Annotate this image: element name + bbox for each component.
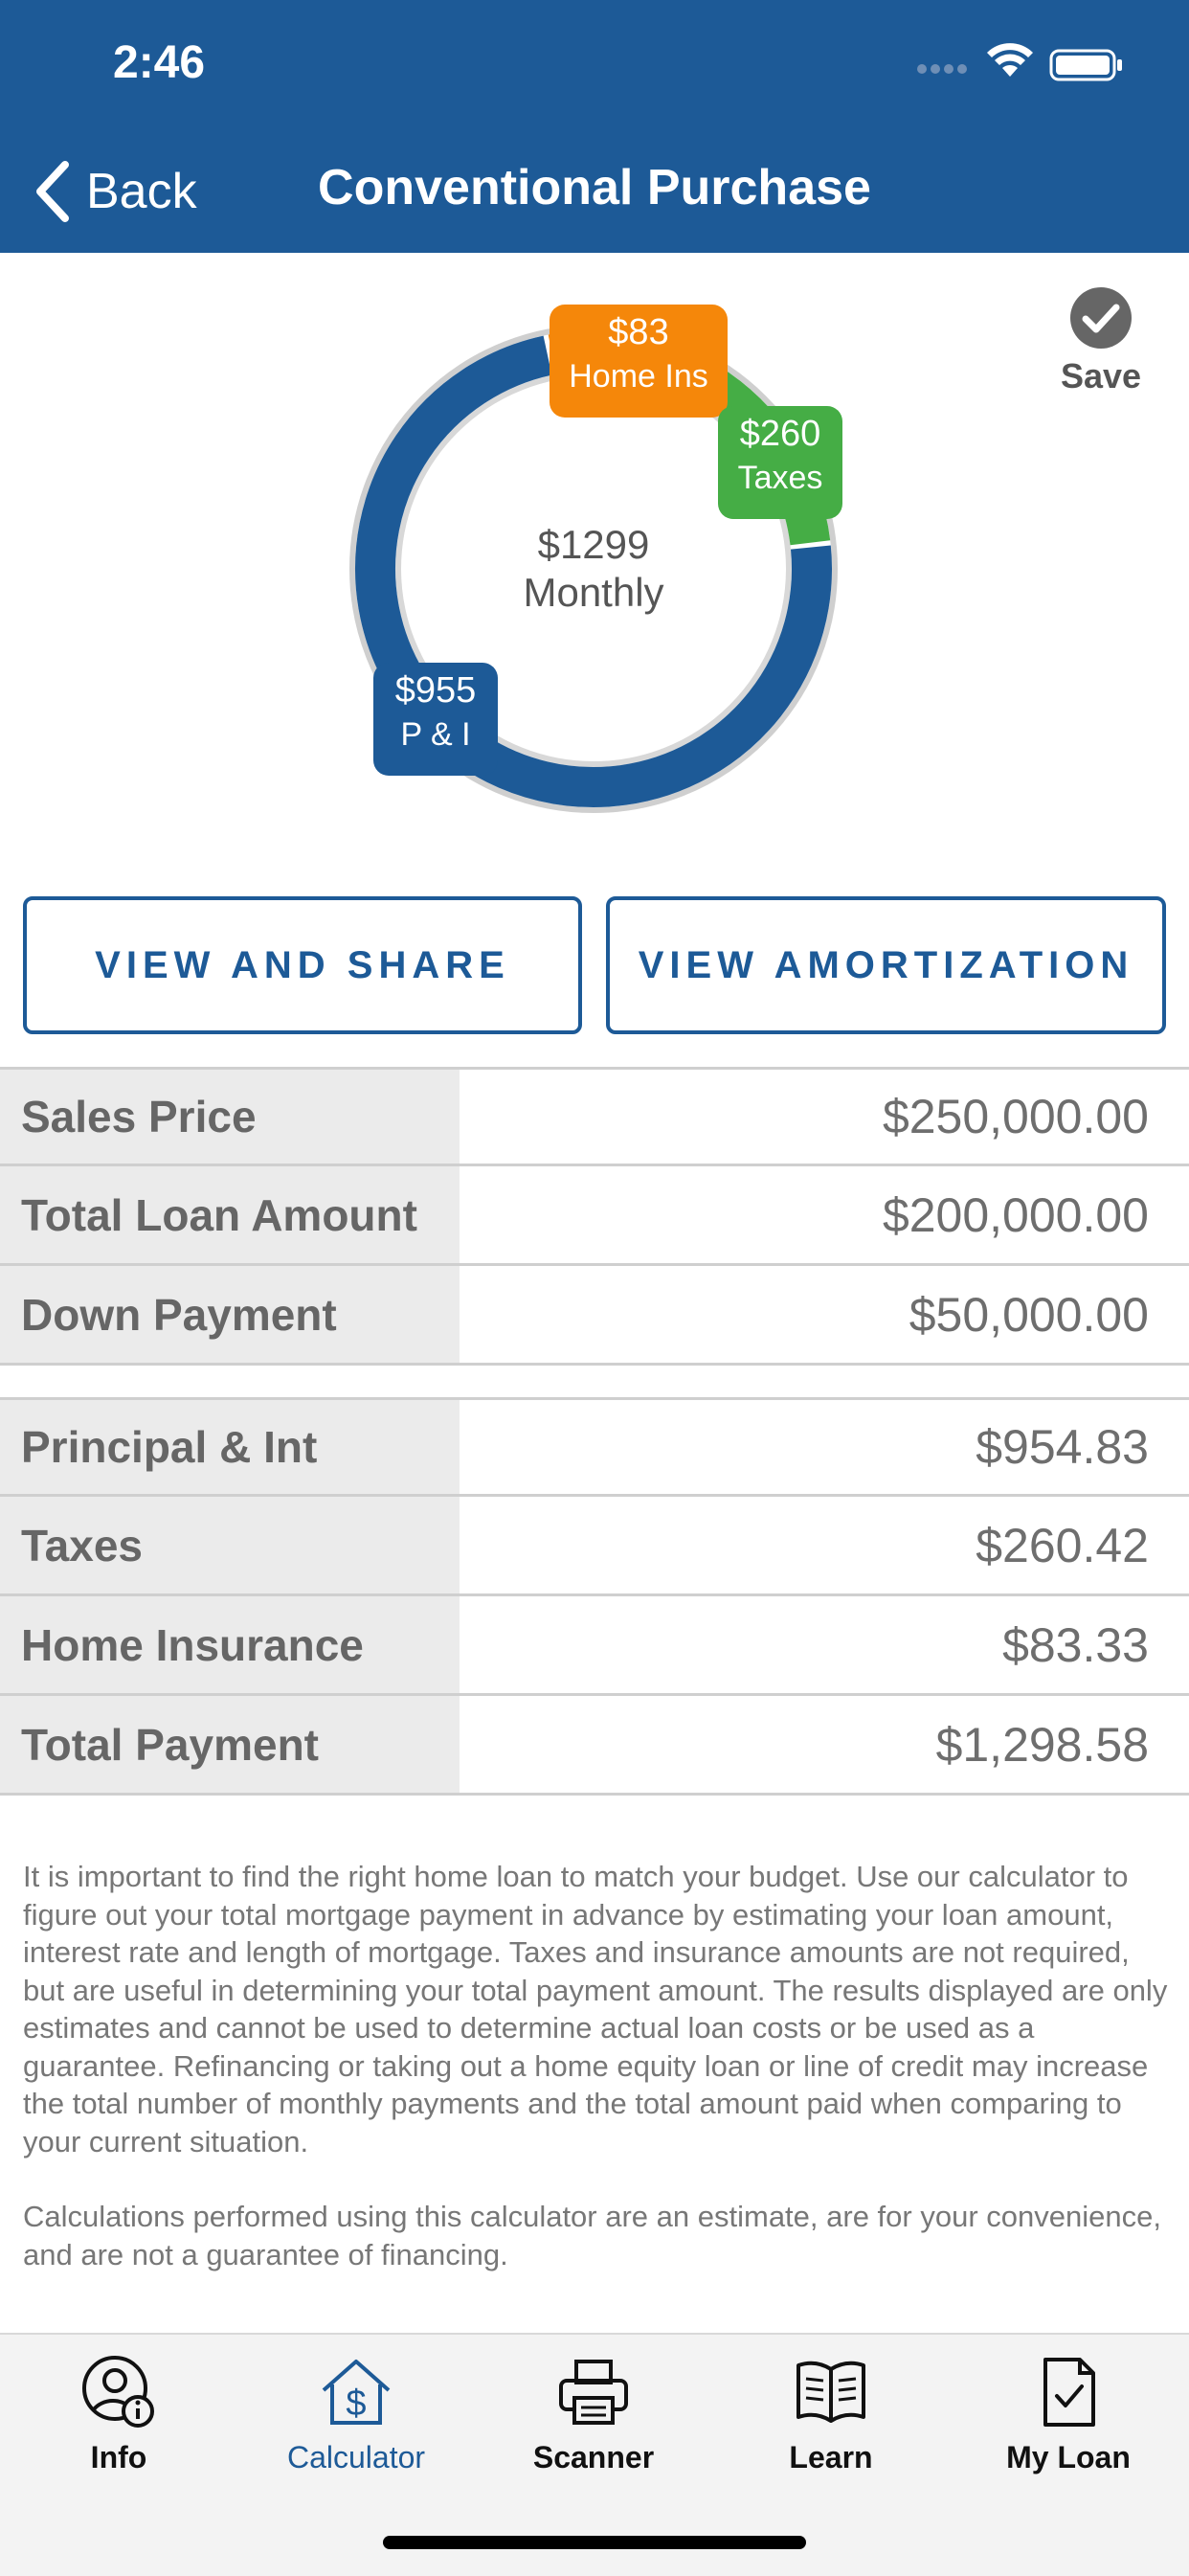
status-icons xyxy=(917,43,1122,81)
table-row: Taxes $260.42 xyxy=(0,1497,1189,1596)
battery-icon xyxy=(1049,49,1122,81)
status-time: 2:46 xyxy=(113,37,206,88)
view-amortization-button[interactable]: VIEW AMORTIZATION xyxy=(606,896,1166,1034)
row-value[interactable]: $250,000.00 xyxy=(882,1090,1149,1143)
tab-my-loan[interactable]: My Loan xyxy=(950,2354,1187,2475)
save-label: Save xyxy=(1060,356,1142,395)
principal-interest-caption: P & I xyxy=(400,716,471,753)
table-row: Total Payment $1,298.58 xyxy=(0,1696,1189,1796)
home-indicator xyxy=(383,2536,806,2549)
row-value: $954.83 xyxy=(976,1420,1149,1474)
house-dollar-icon: $ xyxy=(322,2360,391,2425)
row-label: Total Loan Amount xyxy=(0,1166,460,1263)
disclaimer-paragraph: Calculations performed using this calcul… xyxy=(23,2200,1161,2271)
home-insurance-caption: Home Ins xyxy=(569,358,708,395)
checkmark-circle-icon xyxy=(1070,287,1132,349)
chevron-left-icon xyxy=(36,161,69,222)
back-button[interactable]: Back xyxy=(34,153,226,230)
taxes-amount: $260 xyxy=(739,414,821,454)
taxes-label: $260 Taxes xyxy=(718,406,842,519)
table-row: Total Loan Amount $200,000.00 xyxy=(0,1166,1189,1266)
row-value: $1,298.58 xyxy=(935,1717,1149,1772)
printer-icon xyxy=(559,2360,628,2425)
monthly-total: $1299 Monthly xyxy=(450,521,737,617)
tab-label: Scanner xyxy=(532,2440,655,2474)
row-label: Down Payment xyxy=(0,1266,460,1363)
monthly-total-amount: $1299 xyxy=(537,522,650,567)
monthly-total-caption: Monthly xyxy=(523,570,664,615)
save-button[interactable]: Save xyxy=(1051,285,1151,395)
row-label: Home Insurance xyxy=(0,1596,460,1693)
row-value[interactable]: $200,000.00 xyxy=(882,1187,1149,1242)
tab-scanner[interactable]: Scanner xyxy=(475,2354,712,2475)
principal-interest-label: $955 P & I xyxy=(373,663,498,776)
tab-label: My Loan xyxy=(1006,2440,1131,2474)
tab-calculator[interactable]: $ Calculator xyxy=(237,2354,475,2475)
row-value[interactable]: $260.42 xyxy=(976,1518,1149,1572)
tab-learn[interactable]: Learn xyxy=(712,2354,950,2475)
row-label: Sales Price xyxy=(0,1070,460,1164)
tab-label: Info xyxy=(90,2440,147,2474)
back-label: Back xyxy=(86,164,197,219)
table-row: Down Payment $50,000.00 xyxy=(0,1266,1189,1366)
row-label: Principal & Int xyxy=(0,1400,460,1494)
page-title: Conventional Purchase xyxy=(318,160,871,215)
disclaimer-paragraph: It is important to find the right home l… xyxy=(23,1860,1168,2158)
row-label: Taxes xyxy=(0,1497,460,1593)
user-info-icon xyxy=(82,2356,154,2428)
payment-chart: $1299 Monthly $83 Home Ins $260 Taxes $9… xyxy=(0,253,1189,875)
svg-text:$: $ xyxy=(346,2384,366,2424)
disclaimer-text: It is important to find the right home l… xyxy=(23,1858,1172,2311)
taxes-caption: Taxes xyxy=(737,460,823,496)
document-check-icon xyxy=(1043,2358,1095,2427)
payment-breakdown-table: Principal & Int $954.83 Taxes $260.42 Ho… xyxy=(0,1397,1189,1796)
row-label: Total Payment xyxy=(0,1696,460,1793)
tab-bar: Info $ Calculator Scanner Lea xyxy=(0,2333,1189,2576)
nav-header: 2:46 Back Conventional Purchase xyxy=(0,0,1189,253)
tab-label: Calculator xyxy=(286,2440,426,2474)
table-row: Principal & Int $954.83 xyxy=(0,1397,1189,1497)
row-value[interactable]: $50,000.00 xyxy=(909,1287,1149,1342)
wifi-icon xyxy=(987,43,1033,77)
table-row: Home Insurance $83.33 xyxy=(0,1596,1189,1696)
view-and-share-button[interactable]: VIEW AND SHARE xyxy=(23,896,582,1034)
tab-info[interactable]: Info xyxy=(0,2354,237,2475)
home-insurance-amount: $83 xyxy=(608,312,669,352)
tab-label: Learn xyxy=(789,2440,873,2474)
principal-interest-amount: $955 xyxy=(394,670,477,711)
table-row: Sales Price $250,000.00 xyxy=(0,1067,1189,1166)
loan-details-table: Sales Price $250,000.00 Total Loan Amoun… xyxy=(0,1067,1189,1366)
row-value[interactable]: $83.33 xyxy=(1002,1617,1149,1672)
open-book-icon xyxy=(796,2361,865,2423)
cellular-signal-icon xyxy=(917,64,967,74)
home-insurance-label: $83 Home Ins xyxy=(550,305,728,418)
